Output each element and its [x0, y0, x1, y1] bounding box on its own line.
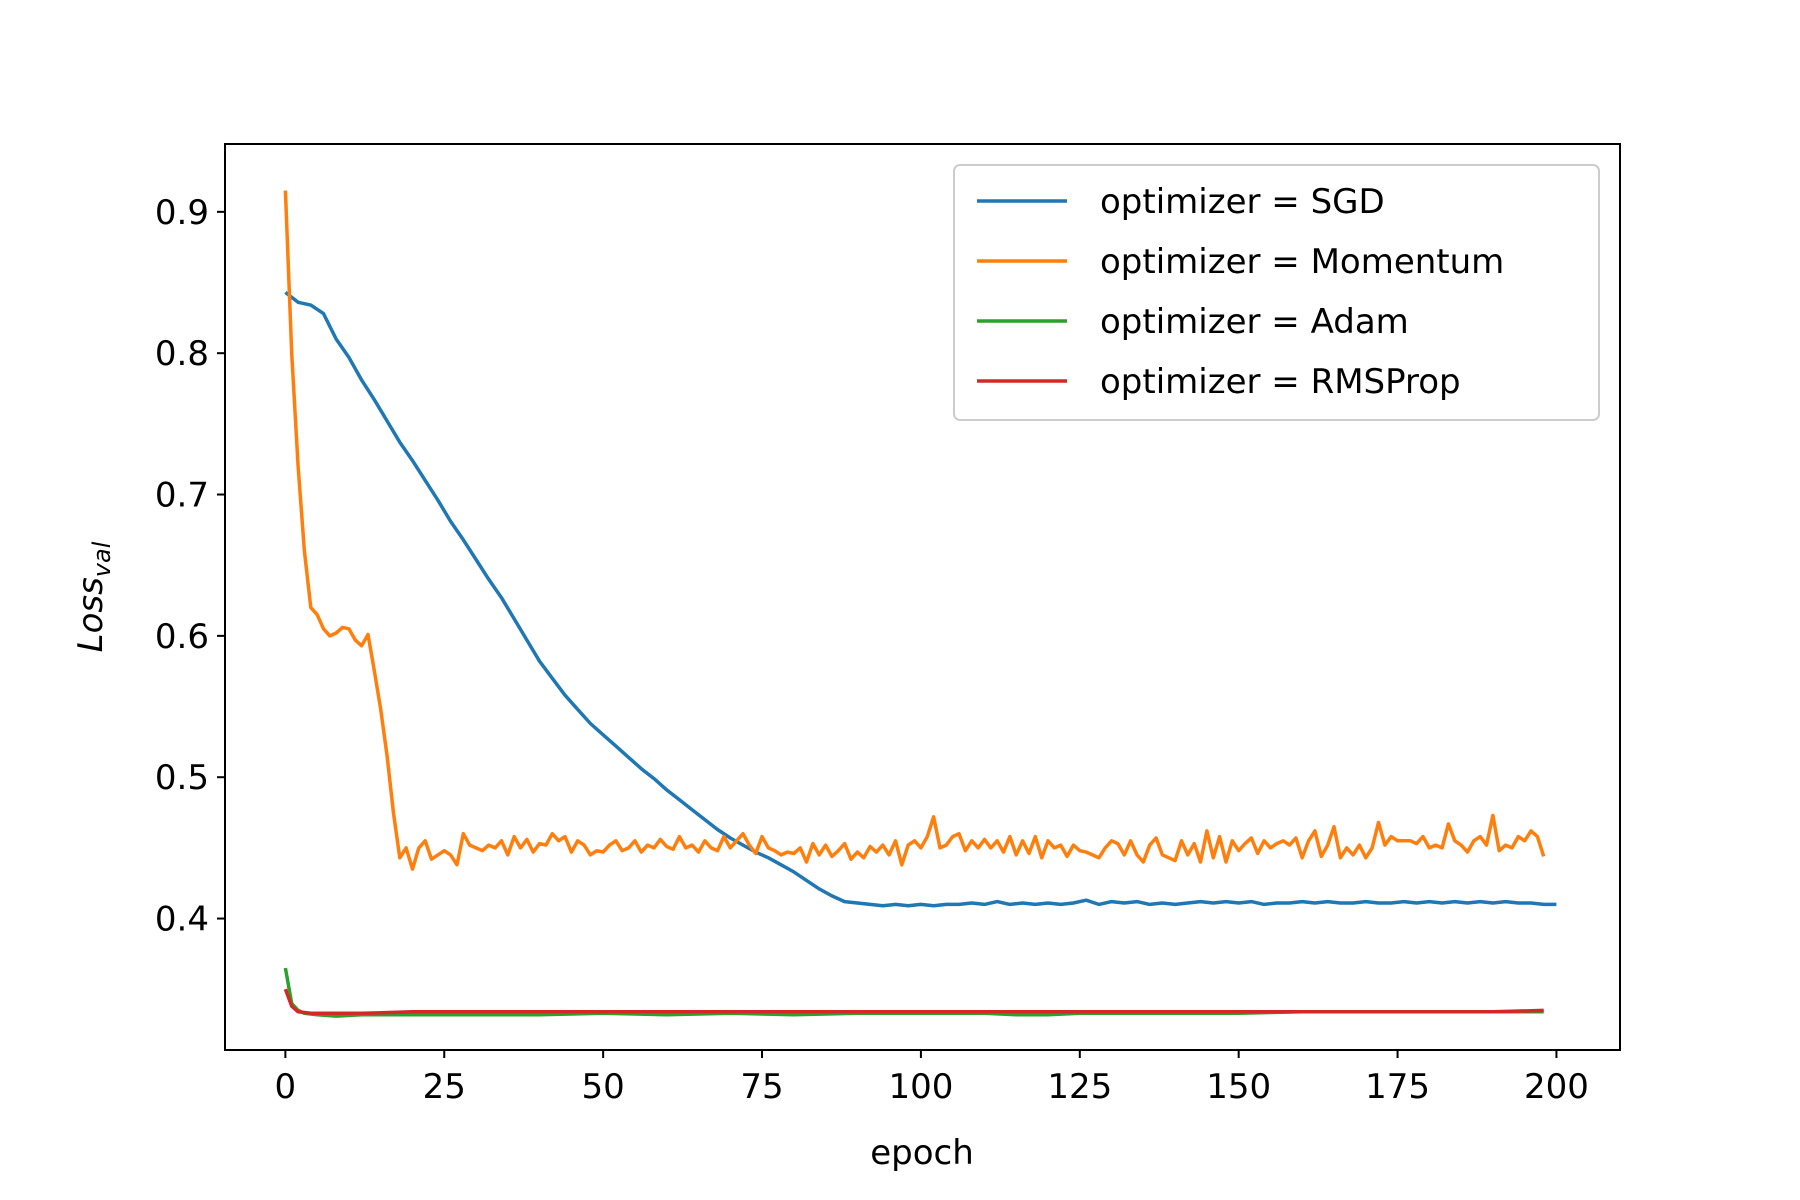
y-axis-label-subscript: val	[88, 541, 116, 577]
y-axis-label-main: Loss	[71, 577, 111, 652]
y-tick-label: 0.4	[155, 900, 209, 940]
y-tick-label: 0.8	[155, 334, 209, 374]
legend-entries: optimizer = SGD optimizer = Momentum optim…	[977, 182, 1504, 402]
series-line-3	[283, 988, 1544, 1016]
x-axis: 0 25 50 75 100 125 150 175 200	[275, 1050, 1589, 1107]
legend: optimizer = SGD optimizer = Momentum optim…	[953, 164, 1600, 421]
x-tick-label: 50	[582, 1067, 625, 1107]
y-tick-label: 0.6	[155, 617, 209, 657]
series-layer	[283, 190, 1557, 1018]
legend-label-3: optimizer = RMSProp	[1100, 362, 1461, 402]
series-line-1	[283, 190, 1546, 871]
y-tick-label: 0.5	[155, 758, 209, 798]
x-tick-label: 25	[423, 1067, 466, 1107]
legend-label-2: optimizer = Adam	[1100, 302, 1409, 342]
x-tick-label: 0	[275, 1067, 297, 1107]
y-axis: 0.4 0.5 0.6 0.7 0.8 0.9	[155, 193, 225, 940]
x-tick-label: 200	[1524, 1067, 1589, 1107]
legend-label-1: optimizer = Momentum	[1100, 242, 1504, 282]
series-line-0	[284, 291, 1557, 908]
y-tick-label: 0.7	[155, 476, 209, 516]
x-tick-label: 150	[1206, 1067, 1271, 1107]
x-tick-label: 175	[1365, 1067, 1430, 1107]
x-tick-label: 100	[888, 1067, 953, 1107]
legend-box	[953, 164, 1600, 421]
legend-label-0: optimizer = SGD	[1100, 182, 1385, 222]
x-axis-label: epoch	[870, 1133, 974, 1173]
y-axis-label: Lossval	[71, 541, 116, 652]
x-tick-label: 125	[1047, 1067, 1112, 1107]
plot-frame	[224, 143, 1621, 1051]
y-tick-label: 0.9	[155, 193, 209, 233]
x-tick-label: 75	[740, 1067, 783, 1107]
